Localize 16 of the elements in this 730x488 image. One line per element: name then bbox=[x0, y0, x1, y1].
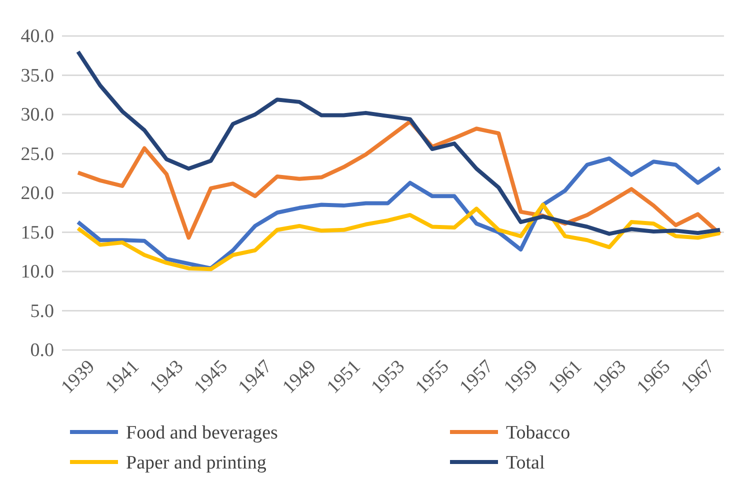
y-tick-label: 40.0 bbox=[20, 26, 54, 48]
line-series bbox=[76, 202, 722, 272]
y-tick-label: 20.0 bbox=[20, 183, 54, 204]
line-series bbox=[76, 120, 722, 240]
legend-label: Tobacco bbox=[506, 422, 570, 444]
y-tick-label: 0.0 bbox=[30, 340, 54, 362]
legend-label: Food and beverages bbox=[126, 422, 278, 444]
legend-label: Total bbox=[506, 452, 545, 474]
legend-label: Paper and printing bbox=[126, 452, 267, 474]
y-tick-label: 5.0 bbox=[30, 300, 54, 322]
y-tick-label: 25.0 bbox=[20, 144, 54, 165]
y-tick-label: 30.0 bbox=[20, 104, 54, 126]
line-series bbox=[76, 50, 722, 236]
y-tick-label: 10.0 bbox=[20, 262, 54, 283]
y-tick-label: 35.0 bbox=[20, 65, 54, 86]
y-tick-label: 15.0 bbox=[20, 222, 54, 244]
